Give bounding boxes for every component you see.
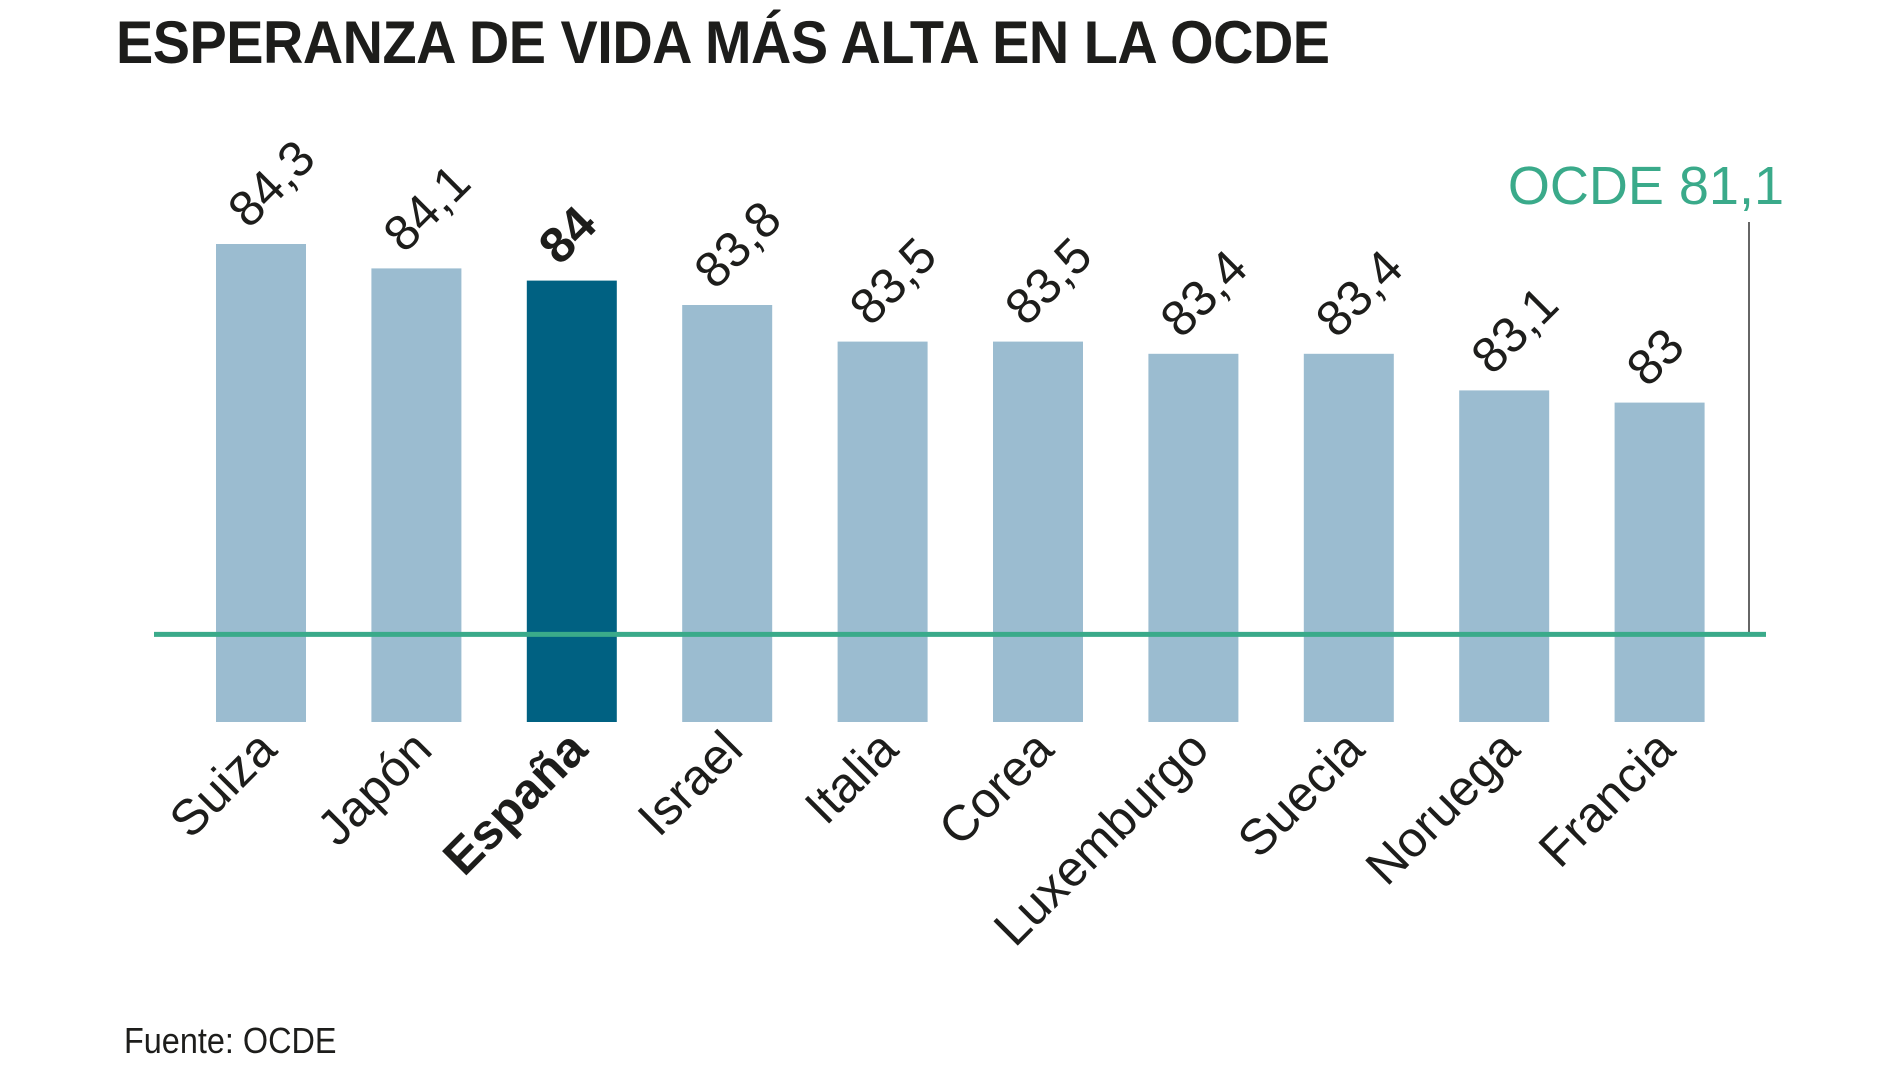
value-label: 83,5: [994, 227, 1102, 335]
category-label: Noruega: [1355, 720, 1530, 895]
value-label: 83,5: [839, 227, 947, 335]
category-label: Israel: [627, 720, 753, 846]
bar-luxemburgo: [1148, 353, 1239, 722]
bar-italia: [837, 341, 928, 722]
value-label: 84,3: [217, 129, 325, 237]
bar-españa: [526, 280, 617, 722]
value-label: 83,1: [1460, 276, 1568, 384]
value-label: 83: [1616, 317, 1695, 396]
value-label: 83,8: [683, 190, 791, 298]
chart-title: ESPERANZA DE VIDA MÁS ALTA EN LA OCDE: [116, 9, 1330, 76]
bar-francia: [1614, 402, 1705, 722]
category-label: Francia: [1528, 720, 1686, 878]
bar-noruega: [1459, 390, 1550, 722]
category-label: Suiza: [159, 720, 287, 848]
bar-israel: [682, 305, 773, 722]
source-note: Fuente: OCDE: [124, 1020, 337, 1061]
reference-label: OCDE 81,1: [1508, 156, 1784, 216]
category-label: Corea: [928, 720, 1064, 856]
bar-suiza: [216, 244, 306, 722]
value-label: 83,4: [1305, 239, 1413, 347]
category-label: Japón: [306, 720, 442, 856]
bar-suecia: [1303, 353, 1394, 722]
category-label: España: [432, 719, 598, 885]
bar-corea: [993, 341, 1083, 722]
value-label: 83,4: [1150, 239, 1258, 347]
bar-japón: [371, 268, 462, 722]
value-label: 84,1: [373, 154, 481, 262]
category-label: Suecia: [1227, 720, 1375, 868]
value-label: 84: [528, 195, 607, 274]
category-label: Italia: [794, 720, 908, 834]
